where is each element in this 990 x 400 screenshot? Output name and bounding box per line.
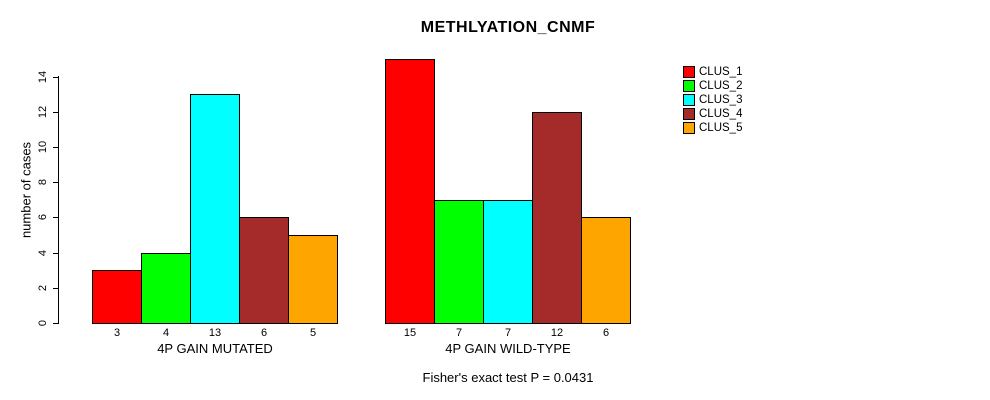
legend-swatch-clus_1 [683, 66, 695, 78]
y-axis-tick-label: 8 [37, 178, 49, 186]
y-axis-tick [53, 182, 59, 183]
bar-clus_1-group2 [385, 59, 435, 324]
legend-item-clus_4: CLUS_4 [683, 108, 742, 120]
y-axis-tick [53, 77, 59, 78]
y-axis-label: number of cases [18, 141, 34, 239]
x-axis-group-label: 4P GAIN MUTATED [157, 341, 273, 356]
bar-value-label: 5 [309, 327, 317, 339]
y-axis-tick-label: 0 [37, 319, 49, 327]
y-axis-tick-label: 4 [37, 249, 49, 257]
x-axis-group-label: 4P GAIN WILD-TYPE [445, 341, 571, 356]
bar-value-label: 6 [260, 327, 268, 339]
y-axis-tick-label: 2 [37, 284, 49, 292]
bar-value-label: 6 [602, 327, 610, 339]
bar-clus_2-group1 [141, 253, 191, 324]
bar-clus_5-group2 [581, 217, 631, 324]
bar-value-label: 15 [403, 327, 417, 339]
chart-title: METHLYATION_CNMF [420, 19, 596, 36]
bar-clus_4-group2 [532, 112, 582, 324]
legend-item-clus_2: CLUS_2 [683, 80, 742, 92]
legend-label: CLUS_1 [699, 66, 743, 78]
legend-item-clus_1: CLUS_1 [683, 66, 742, 78]
bar-clus_4-group1 [239, 217, 289, 324]
bar-value-label: 4 [162, 327, 170, 339]
bar-clus_1-group1 [92, 270, 142, 324]
bar-value-label: 7 [455, 327, 463, 339]
bar-clus_3-group2 [483, 200, 533, 324]
legend-swatch-clus_4 [683, 108, 695, 120]
bar-value-label: 3 [113, 327, 121, 339]
legend-label: CLUS_4 [699, 108, 743, 120]
legend-swatch-clus_2 [683, 80, 695, 92]
legend: CLUS_1 CLUS_2 CLUS_3 CLUS_4 CLUS_5 [683, 66, 742, 136]
y-axis-tick [53, 323, 59, 324]
fisher-test-note: Fisher's exact test P = 0.0431 [422, 370, 594, 385]
y-axis-tick-label: 10 [37, 140, 49, 154]
bar-clus_3-group1 [190, 94, 240, 324]
bar-value-label: 12 [550, 327, 564, 339]
bar-value-label: 7 [504, 327, 512, 339]
y-axis-line [58, 76, 59, 324]
legend-label: CLUS_2 [699, 80, 743, 92]
y-axis-tick [53, 112, 59, 113]
y-axis-tick [53, 147, 59, 148]
y-axis-tick-label: 6 [37, 213, 49, 221]
legend-label: CLUS_5 [699, 122, 743, 134]
y-axis-tick-label: 14 [37, 70, 49, 84]
legend-item-clus_3: CLUS_3 [683, 94, 742, 106]
legend-swatch-clus_5 [683, 122, 695, 134]
legend-swatch-clus_3 [683, 94, 695, 106]
bar-value-label: 13 [208, 327, 222, 339]
bar-clus_5-group1 [288, 235, 338, 324]
y-axis-tick [53, 253, 59, 254]
bar-clus_2-group2 [434, 200, 484, 324]
y-axis-tick-label: 12 [37, 105, 49, 119]
y-axis-tick [53, 288, 59, 289]
legend-item-clus_5: CLUS_5 [683, 122, 742, 134]
y-axis-tick [53, 217, 59, 218]
legend-label: CLUS_3 [699, 94, 743, 106]
